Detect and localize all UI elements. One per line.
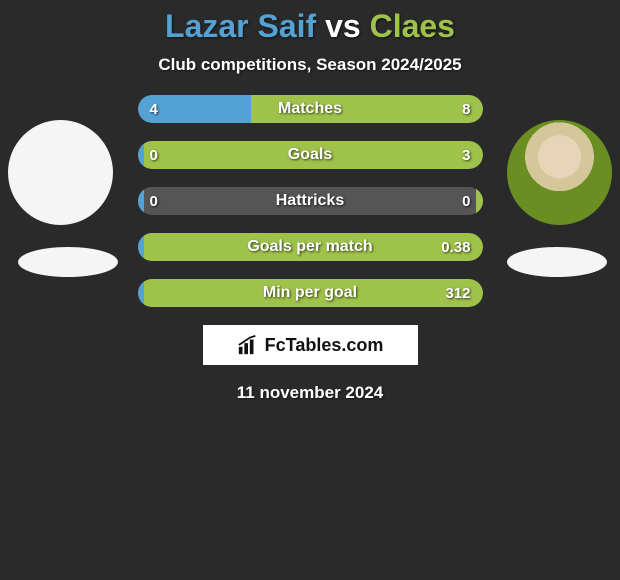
bar-label: Hattricks [138,187,483,215]
bar-label: Matches [138,95,483,123]
stat-row: Goals0 3 [138,141,483,169]
stat-row: Hattricks0 0 [138,187,483,215]
avatar-placeholder-icon [8,120,113,225]
site-logo: FcTables.com [203,325,418,365]
player2-avatar-block [507,120,612,277]
logo-text: FcTables.com [265,335,384,356]
bar-right-value: 3 [462,141,470,169]
player2-name: Claes [370,8,455,44]
bar-left-value: 0 [150,141,158,169]
bar-left-value: 4 [150,95,158,123]
vs-text: vs [316,8,369,44]
stat-row: Goals per match0.38 [138,233,483,261]
bar-right-value: 0.38 [441,233,470,261]
bar-right-value: 0 [462,187,470,215]
player2-club-badge [507,247,607,277]
stat-row: Min per goal312 [138,279,483,307]
title: Lazar Saif vs Claes [0,8,620,45]
stat-row: Matches4 8 [138,95,483,123]
bar-right-value: 312 [445,279,470,307]
player1-club-badge [18,247,118,277]
comparison-card: Lazar Saif vs Claes Club competitions, S… [0,0,620,403]
subtitle: Club competitions, Season 2024/2025 [0,55,620,75]
player1-name: Lazar Saif [165,8,316,44]
stats-bars: Matches48Goals03Hattricks00Goals per mat… [138,95,483,307]
logo-chart-icon [237,334,259,356]
bar-label: Goals [138,141,483,169]
bar-right-value: 8 [462,95,470,123]
player1-avatar [8,120,113,225]
bar-left-value: 0 [150,187,158,215]
bar-label: Goals per match [138,233,483,261]
bar-label: Min per goal [138,279,483,307]
date: 11 november 2024 [0,383,620,403]
player1-avatar-block [8,120,118,277]
player2-avatar [507,120,612,225]
